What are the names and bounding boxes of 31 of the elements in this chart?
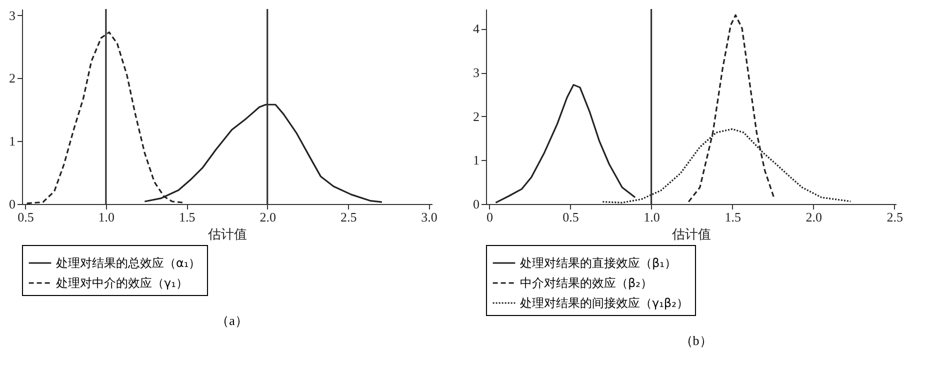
legend-label: 处理对结果的间接效应（γ₁β₂）: [520, 296, 688, 310]
text: （b）: [678, 332, 714, 350]
x-tick-label: 2.0: [806, 210, 822, 224]
legend-label: 处理对结果的总效应（α₁）: [56, 256, 201, 270]
x-axis-title: 估计值: [671, 228, 711, 242]
y-tick-label: 0: [9, 196, 16, 212]
y-tick-label: 1: [9, 134, 16, 149]
x-tick-label: 0: [486, 210, 493, 224]
x-tick-label: 1.5: [179, 210, 196, 224]
x-axis-title: 估计值: [207, 228, 247, 242]
x-tick-label: 2.5: [340, 210, 357, 224]
y-tick-label: 3: [473, 65, 480, 80]
x-tick-label: 2.5: [886, 210, 904, 224]
x-tick-label: 1.0: [98, 210, 115, 224]
x-tick-label: 1.0: [644, 210, 660, 224]
x-tick-label: 2.0: [260, 210, 276, 224]
y-tick-label: 2: [9, 70, 16, 86]
line-series: [494, 84, 636, 204]
x-tick-label: 0.5: [18, 210, 34, 224]
x-tick-label: 1.5: [724, 210, 741, 224]
text: （a）: [215, 312, 249, 330]
x-tick-label: 0.5: [562, 210, 579, 224]
legend-label: 处理对中介的效应（γ₁）: [56, 276, 188, 290]
y-tick-label: 3: [9, 8, 16, 23]
y-tick-label: 1: [473, 152, 480, 168]
legend-label: 处理对结果的直接效应（β₁）: [520, 256, 676, 270]
legend-label: 中介对结果的效应（β₂）: [520, 276, 652, 290]
y-tick-label: 0: [473, 196, 480, 212]
x-tick-label: 3.0: [421, 210, 438, 224]
y-tick-label: 4: [473, 21, 480, 36]
y-tick-label: 2: [473, 108, 480, 124]
